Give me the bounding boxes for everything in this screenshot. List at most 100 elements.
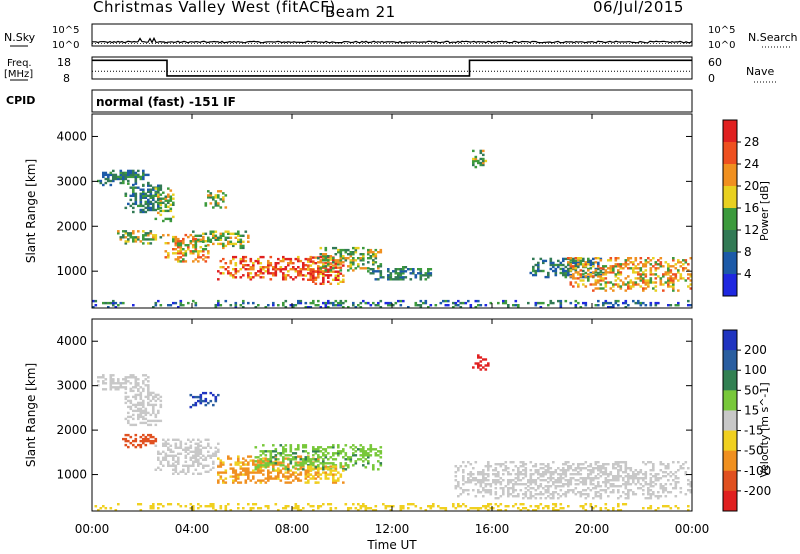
range-gate-cell <box>429 507 433 510</box>
range-gate-cell <box>382 276 385 279</box>
range-gate-cell <box>374 278 378 281</box>
range-gate-cell <box>102 388 105 391</box>
range-gate-cell <box>669 275 673 278</box>
range-gate-cell <box>399 509 403 512</box>
range-gate-cell <box>187 470 190 473</box>
range-gate-cell <box>417 268 420 271</box>
range-gate-cell <box>232 232 235 235</box>
range-gate-cell <box>304 446 308 449</box>
range-gate-cell <box>582 275 585 279</box>
range-gate-cell <box>364 505 368 508</box>
range-gate-cell <box>157 456 160 459</box>
range-gate-cell <box>552 497 555 500</box>
range-gate-cell <box>289 450 293 453</box>
range-gate-cell <box>204 204 208 207</box>
range-gate-cell <box>637 277 640 280</box>
range-gate-cell <box>362 452 365 455</box>
range-gate-cell <box>209 202 213 205</box>
range-gate-cell <box>139 391 143 395</box>
range-gate-cell <box>247 471 250 474</box>
range-gate-cell <box>134 179 138 183</box>
range-gate-cell <box>504 467 508 470</box>
range-gate-cell <box>152 236 155 239</box>
range-gate-cell <box>169 195 173 198</box>
range-gate-cell <box>157 419 160 423</box>
range-gate-cell <box>224 238 228 241</box>
range-gate-cell <box>232 481 235 484</box>
range-gate-cell <box>357 265 360 268</box>
range-gate-cell <box>564 461 568 464</box>
range-gate-cell <box>339 475 343 478</box>
range-gate-cell <box>624 485 628 488</box>
range-gate-cell <box>134 445 138 449</box>
range-gate-cell <box>649 489 653 492</box>
range-gate-cell <box>574 467 578 470</box>
range-gate-cell <box>164 217 168 221</box>
range-gate-cell <box>557 477 560 480</box>
range-gate-cell <box>589 261 593 265</box>
range-gate-cell <box>612 479 615 482</box>
range-gate-cell <box>482 358 485 361</box>
range-gate-cell <box>352 444 355 447</box>
range-gate-cell <box>257 270 260 273</box>
range-gate-cell <box>267 304 270 307</box>
range-gate-cell <box>234 264 238 267</box>
range-gate-cell <box>239 268 243 271</box>
range-gate-cell <box>124 376 128 379</box>
range-gate-cell <box>239 481 243 484</box>
range-gate-cell <box>142 210 145 214</box>
range-gate-cell <box>562 483 565 486</box>
range-gate-cell <box>184 233 188 237</box>
range-gate-cell <box>644 259 648 262</box>
range-gate-cell <box>142 441 145 445</box>
range-gate-cell <box>294 270 298 273</box>
range-gate-cell <box>362 448 365 451</box>
range-gate-cell <box>569 265 573 268</box>
range-gate-cell <box>147 184 150 187</box>
range-gate-cell <box>402 268 405 271</box>
range-gate-cell <box>477 159 480 163</box>
range-gate-cell <box>632 471 635 474</box>
range-gate-cell <box>329 266 333 269</box>
range-gate-cell <box>404 276 408 279</box>
range-gate-cell <box>337 261 340 264</box>
range-gate-cell <box>372 255 375 258</box>
range-gate-cell <box>104 507 108 510</box>
range-gate-cell <box>482 495 485 498</box>
range-gate-cell <box>182 254 185 257</box>
range-gate-cell <box>652 273 655 276</box>
range-gate-cell <box>472 161 475 165</box>
range-gate-cell <box>119 236 123 239</box>
range-gate-cell <box>374 509 378 512</box>
range-gate-cell <box>327 268 330 271</box>
range-gate-cell <box>462 503 465 506</box>
range-gate-cell <box>549 267 553 271</box>
range-gate-cell <box>359 444 363 447</box>
range-gate-cell <box>587 477 590 480</box>
range-gate-cell <box>262 452 265 455</box>
range-gate-cell <box>127 380 130 383</box>
range-gate-cell <box>659 263 663 266</box>
range-gate-cell <box>187 246 190 249</box>
range-gate-cell <box>362 503 365 506</box>
range-gate-cell <box>127 234 130 237</box>
range-gate-cell <box>347 466 350 469</box>
range-gate-cell <box>332 257 335 260</box>
range-gate-cell <box>679 487 683 490</box>
range-gate-cell <box>602 463 605 466</box>
range-gate-cell <box>247 234 250 237</box>
range-gate-cell <box>582 507 585 510</box>
range-gate-cell <box>229 274 233 277</box>
range-gate-cell <box>607 487 610 490</box>
range-gate-cell <box>219 198 223 201</box>
range-gate-cell <box>492 469 495 472</box>
range-gate-cell <box>674 273 678 276</box>
x-tick-label: 12:00 <box>375 522 410 536</box>
range-gate-cell <box>307 460 310 463</box>
range-gate-cell <box>267 477 270 480</box>
range-gate-cell <box>582 505 585 508</box>
range-gate-cell <box>444 304 448 307</box>
range-gate-cell <box>342 468 345 471</box>
range-gate-cell <box>224 230 228 233</box>
range-gate-cell <box>247 463 250 466</box>
